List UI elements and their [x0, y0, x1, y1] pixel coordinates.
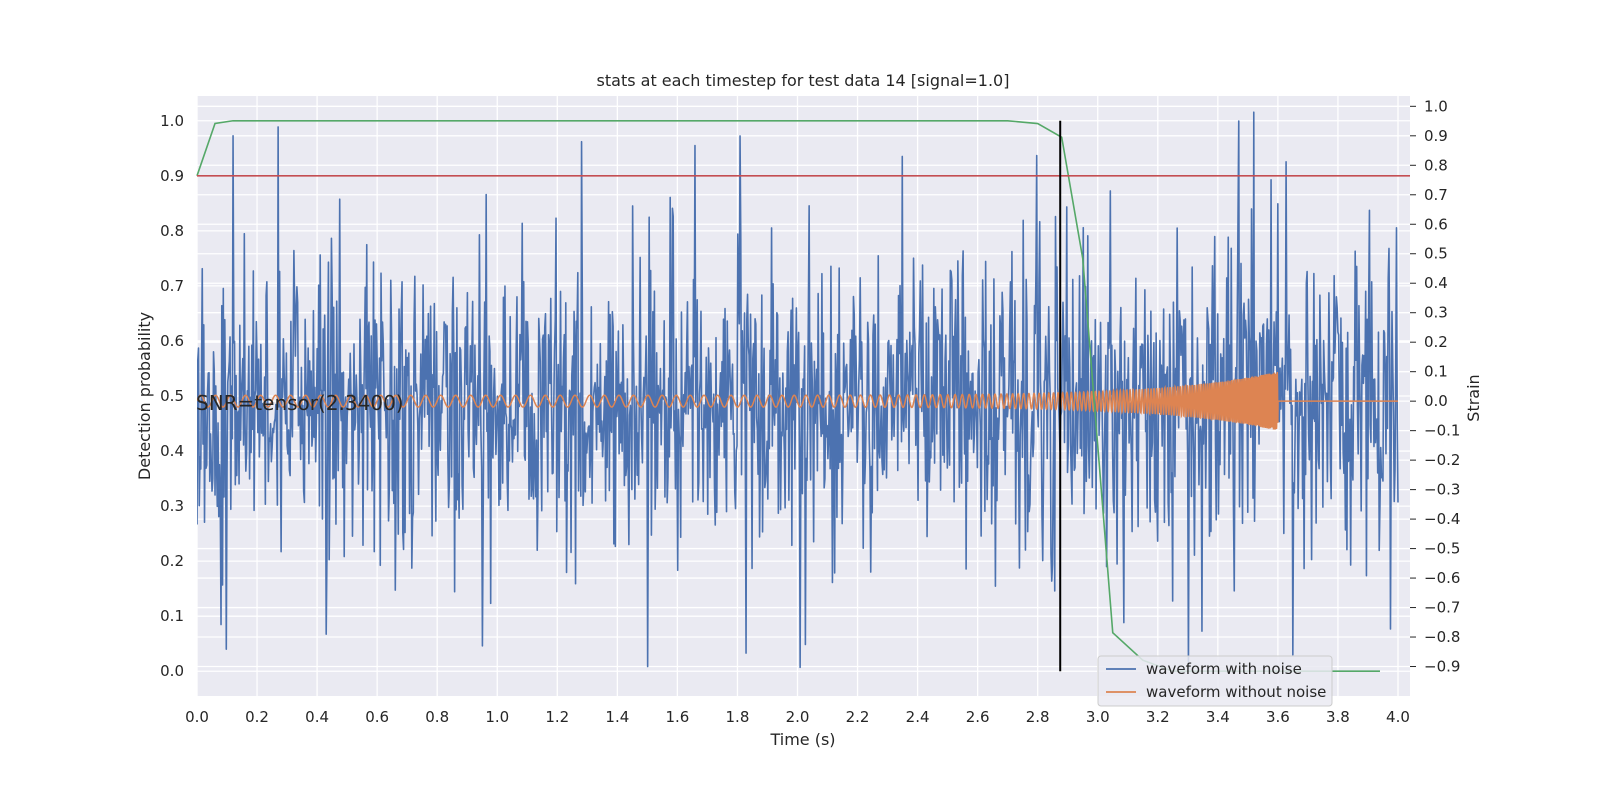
y-tick-label-left: 1.0	[160, 112, 184, 130]
y-tick-label-right: 0.5	[1424, 245, 1448, 263]
x-tick-label: 0.8	[425, 708, 449, 726]
x-tick-label: 2.6	[966, 708, 990, 726]
x-tick-label: 1.6	[665, 708, 689, 726]
y-tick-label-right: 1.0	[1424, 97, 1448, 115]
y-tick-label-right: −0.7	[1424, 599, 1460, 617]
x-ticks: 0.0 0.2 0.4 0.6 0.8 1.0 1.2 1.4 1.6 1.8 2.0 2.2 2.4 2…	[185, 708, 1410, 726]
x-tick-label: 3.6	[1266, 708, 1290, 726]
y-tick-label-left: 0.3	[160, 497, 184, 515]
y-tick-label-right: −0.5	[1424, 540, 1460, 558]
x-tick-label: 4.0	[1386, 708, 1410, 726]
y-tick-label-right: 0.7	[1424, 186, 1448, 204]
y-tick-label-right: 0.1	[1424, 363, 1448, 381]
x-tick-label: 2.2	[846, 708, 870, 726]
x-axis-label: Time (s)	[769, 730, 835, 749]
x-tick-label: 3.4	[1206, 708, 1230, 726]
y-tick-label-left: 0.6	[160, 332, 184, 350]
chart-title: stats at each timestep for test data 14 …	[597, 71, 1010, 90]
x-tick-label: 0.6	[365, 708, 389, 726]
y-tick-label-right: −0.9	[1424, 658, 1460, 676]
snr-annotation: SNR=tensor(2.3400)	[196, 391, 404, 415]
y-axis-label-left: Detection probability	[135, 312, 154, 480]
series-line-waveform-with-noise	[197, 111, 1399, 669]
y-tick-label-right: −0.3	[1424, 481, 1460, 499]
x-tick-label: 3.0	[1086, 708, 1110, 726]
y-tick-label-left: 0.8	[160, 222, 184, 240]
y-tick-label-right: 0.2	[1424, 333, 1448, 351]
y-tick-label-right: −0.8	[1424, 628, 1460, 646]
x-tick-label: 0.2	[245, 708, 269, 726]
x-tick-label: 1.4	[605, 708, 629, 726]
series-layer	[196, 111, 1410, 673]
x-tick-label: 2.4	[906, 708, 930, 726]
x-tick-label: 1.0	[485, 708, 509, 726]
legend-box	[1097, 655, 1333, 707]
y-tick-label-left: 0.2	[160, 552, 184, 570]
y-ticks-right: 1.0 0.9 0.8 0.7 0.6 0.5 0.4 0.3 0.2 0.1 0.0 −0.1 −0.…	[1410, 97, 1460, 676]
y-tick-label-left: 0.5	[160, 387, 184, 405]
legend-label-noise: waveform with noise	[1146, 660, 1302, 678]
y-tick-label-left: 0.1	[160, 607, 184, 625]
y-tick-label-right: −0.1	[1424, 422, 1460, 440]
y-tick-label-right: 0.9	[1424, 127, 1448, 145]
y-tick-label-right: −0.4	[1424, 510, 1460, 528]
x-tick-label: 0.0	[185, 708, 209, 726]
y-tick-label-right: −0.2	[1424, 451, 1460, 469]
x-tick-label: 1.2	[545, 708, 569, 726]
y-tick-label-left: 0.4	[160, 442, 184, 460]
y-tick-label-left: 0.7	[160, 277, 184, 295]
y-ticks-left: 0.0 0.1 0.2 0.3 0.4 0.5 0.6 0.7 0.8 0.9 1.0	[160, 112, 184, 680]
x-tick-label: 2.8	[1026, 708, 1050, 726]
x-tick-label: 3.2	[1146, 708, 1170, 726]
x-tick-label: 1.8	[726, 708, 750, 726]
y-tick-label-right: 0.0	[1424, 392, 1448, 410]
x-tick-label: 2.0	[786, 708, 810, 726]
y-tick-label-right: 0.3	[1424, 304, 1448, 322]
y-tick-label-right: −0.6	[1424, 569, 1460, 587]
x-tick-label: 0.4	[305, 708, 329, 726]
y-tick-label-right: 0.6	[1424, 215, 1448, 233]
y-tick-label-right: 0.4	[1424, 274, 1448, 292]
series-line-waveform-without-noise	[197, 371, 1398, 430]
y-tick-label-right: 0.8	[1424, 156, 1448, 174]
x-tick-label: 3.8	[1326, 708, 1350, 726]
legend: waveform with noise waveform without noi…	[1097, 655, 1333, 707]
series-clip-group	[197, 111, 1399, 669]
y-axis-label-right: Strain	[1464, 374, 1483, 421]
y-tick-label-left: 0.9	[160, 167, 184, 185]
y-tick-label-left: 0.0	[160, 662, 184, 680]
legend-label-clean: waveform without noise	[1146, 683, 1326, 701]
